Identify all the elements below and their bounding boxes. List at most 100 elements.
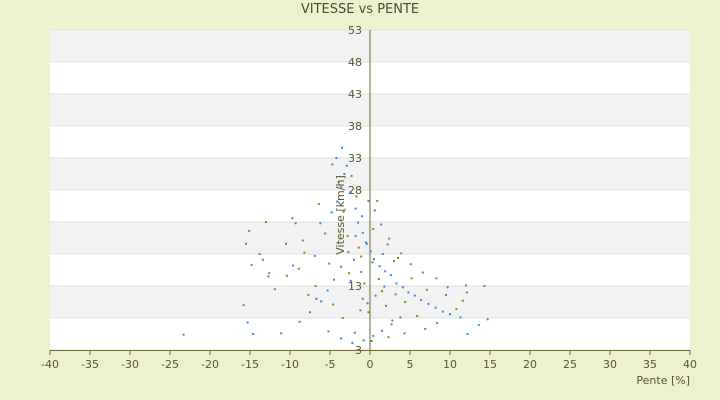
scatter-point-0: [343, 173, 346, 175]
scatter-point-0: [477, 324, 480, 327]
scatter-point-1: [370, 340, 373, 343]
scatter-point-0: [333, 278, 335, 281]
x-tick-label: -30: [121, 358, 139, 371]
scatter-point-0: [399, 316, 402, 319]
scatter-point-0: [252, 333, 255, 335]
scatter-point-0: [285, 242, 287, 245]
scatter-point-1: [361, 297, 364, 300]
scatter-point-1: [367, 311, 370, 314]
scatter-point-0: [335, 157, 338, 159]
y-tick-label: 3: [355, 344, 362, 357]
y-axis-label: Vitesse [km/h]: [334, 175, 347, 255]
scatter-point-0: [372, 334, 375, 337]
scatter-point-0: [353, 258, 355, 261]
scatter-point-0: [427, 302, 430, 305]
scatter-point-0: [413, 294, 416, 297]
scatter-point-1: [363, 282, 366, 285]
scatter-point-0: [420, 299, 423, 302]
scatter-point-1: [353, 331, 356, 334]
scatter-point-1: [245, 242, 247, 245]
scatter-point-0: [340, 337, 343, 340]
scatter-point-0: [320, 300, 323, 303]
scatter-point-0: [354, 235, 357, 238]
scatter-point-0: [361, 215, 363, 218]
x-tick-label: 40: [683, 358, 697, 371]
scatter-point-1: [331, 163, 334, 166]
scatter-point-0: [362, 339, 365, 342]
scatter-point-0: [349, 190, 352, 193]
scatter-point-1: [285, 274, 288, 277]
x-tick-label: 35: [643, 358, 657, 371]
x-tick-label: -35: [81, 358, 99, 371]
scatter-point-1: [385, 304, 387, 307]
scatter-point-0: [268, 272, 271, 275]
scatter-point-0: [301, 239, 304, 242]
x-tick-label: 5: [407, 358, 414, 371]
scatter-point-1: [350, 174, 353, 177]
scatter-point-1: [436, 322, 439, 325]
scatter-point-0: [313, 254, 316, 257]
scatter-point-0: [389, 274, 392, 277]
scatter-point-0: [386, 243, 389, 246]
scatter-point-1: [445, 293, 447, 296]
x-tick-label: -40: [41, 358, 59, 371]
scatter-point-0: [365, 241, 367, 244]
scatter-point-1: [465, 284, 467, 287]
scatter-point-0: [373, 258, 375, 261]
x-tick-label: 0: [367, 358, 374, 371]
scatter-point-0: [246, 321, 249, 324]
scatter-point-0: [360, 270, 363, 273]
scatter-point-0: [366, 302, 369, 305]
scatter-point-0: [381, 329, 383, 332]
scatter-point-0: [371, 261, 374, 264]
scatter-point-0: [351, 341, 354, 344]
scatter-point-1: [314, 285, 317, 287]
scatter-point-1: [360, 255, 363, 258]
scatter-point-0: [367, 199, 370, 202]
scatter-point-0: [441, 310, 444, 313]
scatter-point-0: [309, 311, 311, 314]
scatter-point-0: [326, 289, 329, 292]
scatter-point-0: [248, 229, 251, 232]
scatter-point-1: [416, 315, 419, 318]
scatter-point-1: [410, 277, 413, 280]
scatter-point-1: [372, 228, 375, 231]
scatter-point-0: [466, 333, 469, 335]
x-tick-label: 20: [523, 358, 537, 371]
scatter-point-1: [337, 180, 340, 183]
scatter-point-0: [340, 185, 343, 188]
scatter-point-1: [342, 210, 345, 213]
x-tick-label: -15: [241, 358, 259, 371]
scatter-point-0: [365, 242, 368, 245]
scatter-point-0: [336, 200, 339, 203]
scatter-point-1: [324, 232, 327, 235]
scatter-point-0: [435, 277, 438, 280]
y-tick-label: 13: [348, 280, 362, 293]
scatter-point-1: [376, 199, 379, 202]
scatter-point-0: [378, 265, 381, 268]
scatter-point-0: [401, 286, 404, 289]
y-tick-label: 33: [348, 152, 362, 165]
scatter-point-1: [403, 332, 406, 335]
scatter-point-1: [346, 235, 349, 238]
scatter-point-0: [330, 211, 333, 214]
scatter-point-1: [307, 293, 310, 296]
scatter-point-0: [354, 207, 357, 210]
scatter-point-0: [373, 209, 376, 212]
scatter-point-1: [404, 301, 407, 303]
x-tick-label: -5: [325, 358, 336, 371]
scatter-point-1: [303, 251, 306, 254]
chart-title: VITESSE vs PENTE: [300, 2, 420, 17]
scatter-point-0: [292, 264, 295, 267]
scatter-point-0: [395, 282, 398, 285]
scatter-point-0: [483, 285, 486, 287]
scatter-point-1: [377, 277, 380, 280]
x-tick-label: 30: [603, 358, 617, 371]
scatter-point-1: [461, 299, 464, 302]
y-tick-label: 43: [348, 88, 362, 101]
scatter-point-0: [319, 222, 322, 225]
scatter-point-0: [341, 146, 343, 149]
scatter-point-0: [421, 271, 424, 274]
scatter-point-0: [340, 265, 343, 268]
